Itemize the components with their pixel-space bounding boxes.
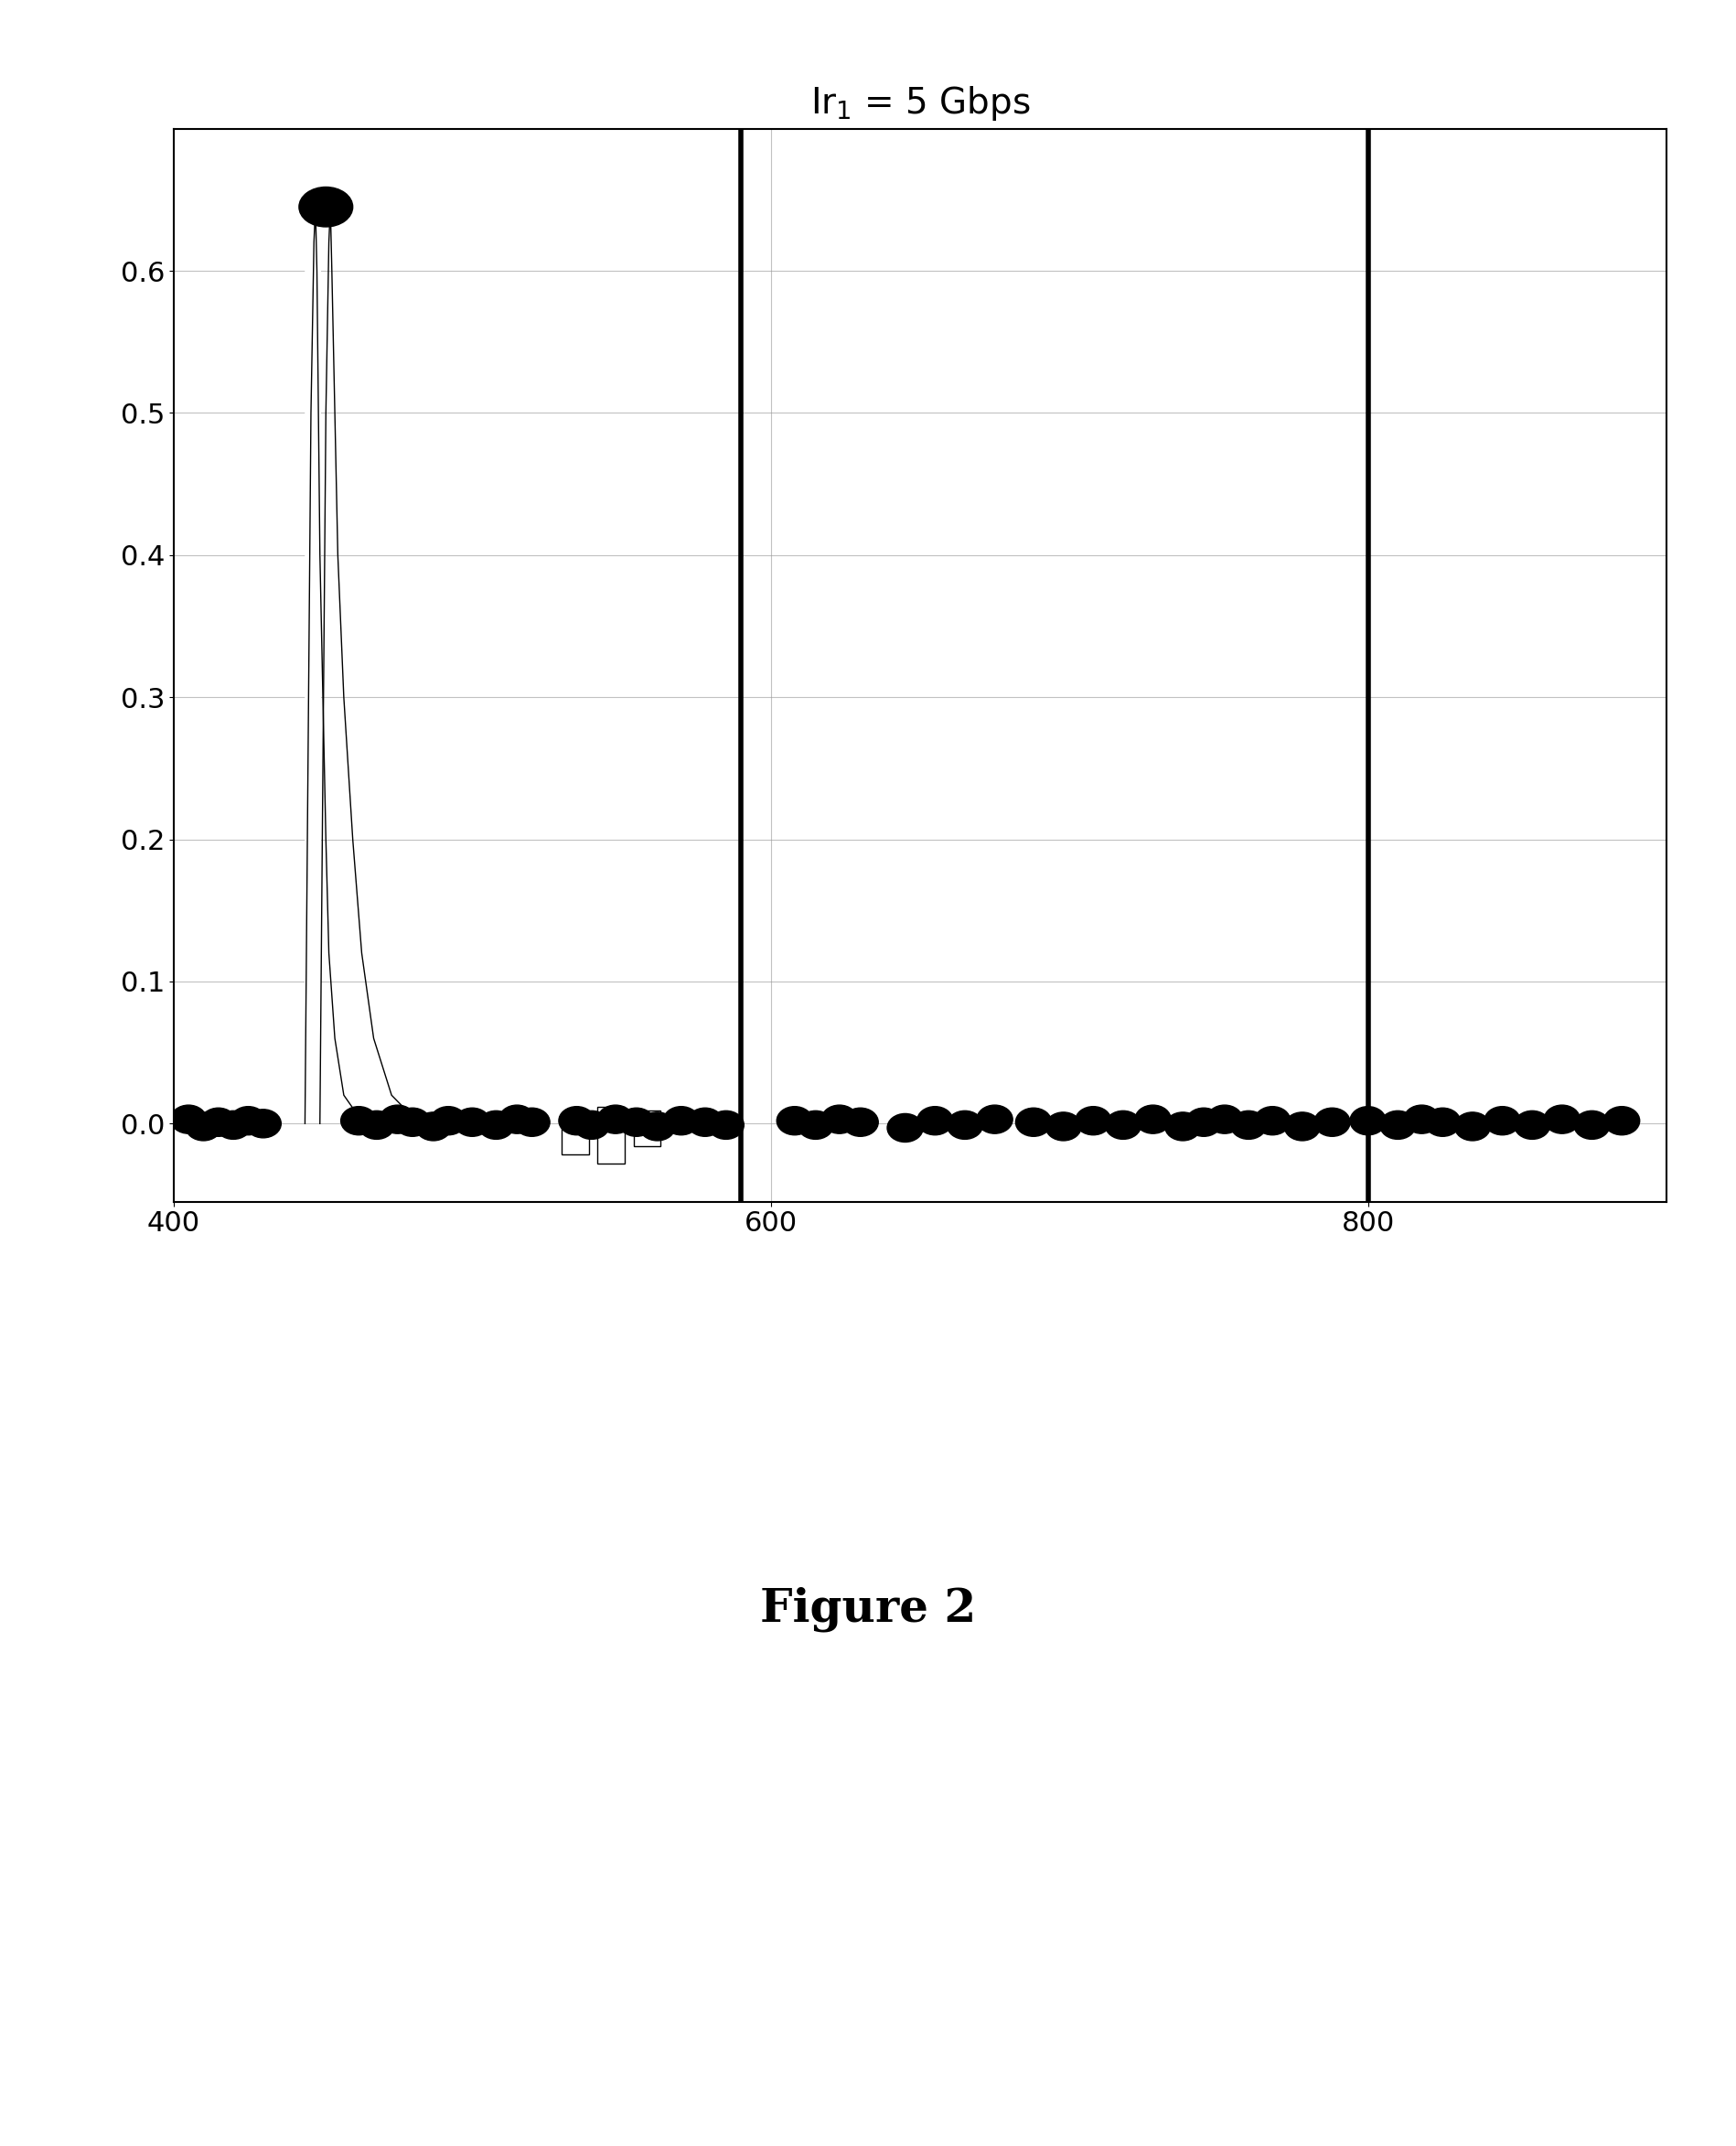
Ellipse shape	[1045, 1112, 1082, 1142]
Ellipse shape	[618, 1107, 654, 1137]
Ellipse shape	[514, 1107, 550, 1137]
Ellipse shape	[359, 1112, 394, 1140]
Ellipse shape	[215, 1112, 252, 1140]
Ellipse shape	[1543, 1105, 1580, 1133]
Ellipse shape	[1425, 1107, 1460, 1137]
Ellipse shape	[477, 1112, 514, 1140]
Ellipse shape	[1016, 1107, 1052, 1137]
Ellipse shape	[1455, 1112, 1491, 1142]
Ellipse shape	[821, 1105, 858, 1133]
Ellipse shape	[340, 1107, 377, 1135]
Ellipse shape	[1484, 1107, 1521, 1135]
Title: Ir$_1$ = 5 Gbps: Ir$_1$ = 5 Gbps	[811, 84, 1029, 122]
Bar	[597, 1107, 625, 1163]
Ellipse shape	[708, 1112, 745, 1140]
Ellipse shape	[842, 1107, 878, 1137]
Ellipse shape	[1314, 1107, 1351, 1137]
Bar	[562, 1112, 589, 1155]
Ellipse shape	[917, 1107, 953, 1135]
Ellipse shape	[415, 1112, 451, 1142]
Ellipse shape	[1351, 1107, 1385, 1135]
Ellipse shape	[170, 1105, 207, 1133]
Ellipse shape	[946, 1112, 983, 1140]
Ellipse shape	[1165, 1112, 1201, 1142]
Ellipse shape	[1106, 1112, 1141, 1140]
Ellipse shape	[1255, 1107, 1290, 1135]
Ellipse shape	[455, 1107, 490, 1137]
Ellipse shape	[1075, 1107, 1111, 1135]
Ellipse shape	[200, 1107, 236, 1137]
Ellipse shape	[663, 1107, 700, 1135]
Ellipse shape	[559, 1107, 595, 1135]
Ellipse shape	[639, 1112, 675, 1142]
Ellipse shape	[1514, 1112, 1550, 1140]
Ellipse shape	[1604, 1107, 1641, 1135]
Ellipse shape	[299, 187, 352, 227]
Ellipse shape	[394, 1107, 431, 1137]
Ellipse shape	[597, 1105, 634, 1133]
Ellipse shape	[431, 1107, 467, 1135]
Ellipse shape	[977, 1105, 1012, 1133]
Ellipse shape	[1380, 1112, 1417, 1140]
Ellipse shape	[1404, 1105, 1439, 1133]
Ellipse shape	[380, 1105, 415, 1133]
Ellipse shape	[776, 1107, 812, 1135]
Text: Figure 2: Figure 2	[760, 1586, 976, 1633]
Ellipse shape	[231, 1107, 266, 1135]
Ellipse shape	[797, 1112, 833, 1140]
Ellipse shape	[1285, 1112, 1319, 1142]
Ellipse shape	[498, 1105, 535, 1133]
Ellipse shape	[1135, 1105, 1170, 1133]
Ellipse shape	[1575, 1112, 1609, 1140]
Ellipse shape	[1231, 1112, 1267, 1140]
Bar	[634, 1112, 660, 1146]
Ellipse shape	[1207, 1105, 1243, 1133]
Ellipse shape	[186, 1112, 222, 1142]
Ellipse shape	[245, 1109, 281, 1137]
Ellipse shape	[687, 1107, 722, 1137]
Ellipse shape	[1186, 1107, 1222, 1137]
Ellipse shape	[573, 1112, 609, 1140]
Ellipse shape	[887, 1114, 924, 1142]
